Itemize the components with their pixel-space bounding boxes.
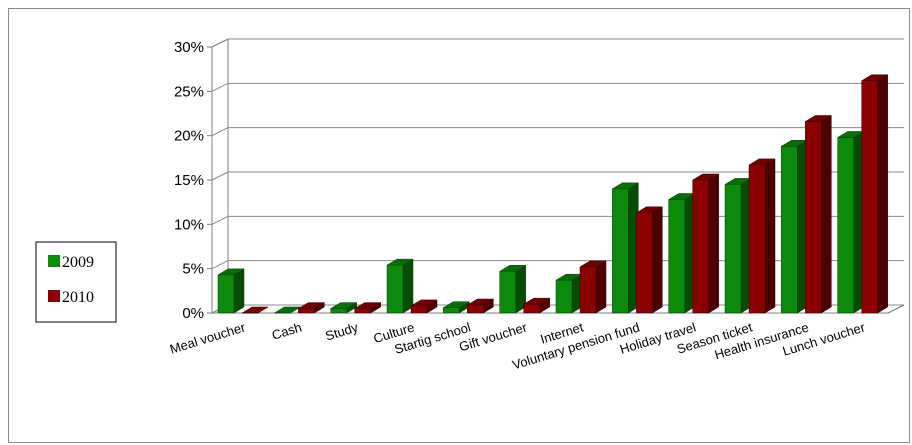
bar-2009 [273,306,302,314]
y-tick-label: 5% [182,261,204,278]
bar-face [805,121,822,314]
bar-2009 [442,301,471,314]
bar-2010 [410,299,438,314]
bar-2010 [466,298,495,314]
legend-label-2010: 2010 [62,289,94,306]
bar-2009 [836,130,865,314]
bar-face [668,199,685,314]
bar-face [595,260,607,314]
bar-face [748,164,766,314]
floor-edge [887,304,905,314]
bar-face [877,74,888,314]
bar-2009 [329,302,358,314]
bar-2009 [217,268,245,314]
y-tick-label: 30% [174,39,204,56]
legend-label-2009: 2009 [62,254,94,271]
gridline [211,171,904,181]
bar-face [233,268,245,314]
bar-face [402,258,414,314]
legend-swatch-2009 [48,255,60,267]
bar-face [330,308,347,314]
bar-face [652,206,663,314]
bar-2009 [498,264,527,314]
bar-face [724,184,742,314]
bar-2010 [241,306,269,314]
x-category-label: Cash [270,320,303,343]
bar-face [612,188,629,314]
y-tick-label: 20% [174,128,204,145]
x-category-label: Meal voucher [168,319,248,356]
bar-face [821,115,832,314]
bar-2010 [353,302,382,314]
bar-2009 [386,258,414,314]
y-tick-label: 10% [174,216,204,233]
gridline [211,127,904,137]
bar-2010 [804,115,833,314]
bar-face [692,179,709,314]
x-category-label: Study [324,319,361,343]
bar-face [764,158,776,314]
bar-2010 [691,173,720,314]
bar-2009 [611,182,640,314]
bar-2009 [555,273,583,314]
bar-2010 [522,297,551,314]
bar-face [354,308,371,314]
bar-face [579,266,597,314]
bar-2010 [860,74,889,314]
y-tick-label: 25% [174,83,204,100]
bar-face [708,173,719,314]
bar-face [781,146,798,314]
gridline [211,82,904,92]
bar-2009 [780,139,809,314]
bar-face [217,274,235,314]
bar-2009 [724,177,752,314]
bar-face [499,271,516,314]
bar-face [298,308,315,314]
bar-face [555,279,573,314]
bar-2010 [748,158,776,314]
legend-swatch-2010 [48,290,60,302]
y-tick-label: 0% [182,305,204,322]
bar-face [467,304,484,314]
bar-face [386,264,404,314]
bar-face [636,212,653,314]
bar-face [443,307,460,314]
bar-2010 [297,302,326,314]
bar-face [861,80,878,314]
bar-2009 [667,193,696,314]
bar-face [523,303,540,314]
bar-face [837,137,854,314]
y-tick-label: 15% [174,172,204,189]
bar-face [410,305,428,314]
bar-2010 [579,260,607,314]
bar-2010 [635,206,664,314]
gridline [211,38,904,48]
